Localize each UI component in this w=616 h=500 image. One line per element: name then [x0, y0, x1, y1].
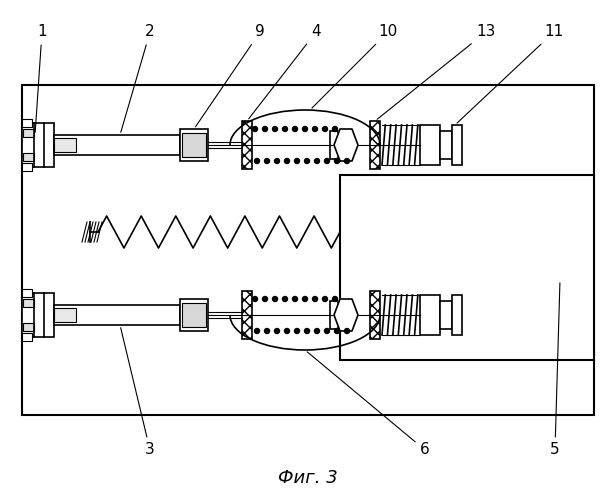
Circle shape: [304, 158, 309, 164]
Circle shape: [304, 328, 309, 334]
Text: Фиг. 3: Фиг. 3: [278, 469, 338, 487]
Bar: [54, 138, 76, 152]
Circle shape: [262, 126, 267, 132]
Bar: [23, 129, 34, 137]
Bar: [22, 163, 32, 171]
Bar: [22, 119, 32, 127]
Circle shape: [325, 328, 330, 334]
Text: 9: 9: [195, 24, 265, 127]
Bar: [242, 121, 252, 169]
Circle shape: [315, 328, 320, 334]
Bar: [180, 299, 208, 331]
Bar: [22, 293, 54, 337]
Circle shape: [262, 296, 267, 302]
Bar: [370, 291, 380, 339]
Circle shape: [293, 296, 298, 302]
Circle shape: [334, 328, 339, 334]
Text: 13: 13: [377, 24, 496, 120]
Circle shape: [283, 126, 288, 132]
Text: 11: 11: [457, 24, 564, 123]
Bar: [54, 305, 180, 325]
Circle shape: [344, 328, 349, 334]
Text: 2: 2: [121, 24, 155, 132]
Bar: [23, 323, 34, 331]
Circle shape: [254, 328, 259, 334]
Bar: [420, 125, 440, 165]
Circle shape: [294, 328, 299, 334]
Circle shape: [253, 296, 257, 302]
Bar: [330, 301, 338, 329]
Polygon shape: [334, 129, 358, 161]
Text: 1: 1: [35, 24, 47, 132]
Bar: [22, 123, 54, 167]
Circle shape: [254, 158, 259, 164]
Circle shape: [333, 126, 338, 132]
Circle shape: [272, 296, 277, 302]
Bar: [22, 333, 32, 341]
Text: 10: 10: [312, 24, 397, 108]
Text: 5: 5: [550, 283, 560, 458]
Bar: [23, 153, 34, 161]
Bar: [22, 289, 32, 297]
Circle shape: [272, 126, 277, 132]
Circle shape: [302, 126, 307, 132]
Circle shape: [285, 328, 290, 334]
Bar: [452, 125, 462, 165]
Circle shape: [283, 296, 288, 302]
Text: 6: 6: [307, 352, 430, 458]
Circle shape: [344, 158, 349, 164]
Bar: [23, 299, 34, 307]
Bar: [330, 131, 338, 159]
Bar: [420, 295, 440, 335]
Text: 4: 4: [249, 24, 321, 119]
Bar: [242, 291, 252, 339]
Bar: [340, 175, 594, 360]
Bar: [452, 295, 462, 335]
Text: 3: 3: [121, 328, 155, 458]
Circle shape: [312, 296, 317, 302]
Circle shape: [333, 296, 338, 302]
Circle shape: [315, 158, 320, 164]
Bar: [22, 85, 594, 415]
Circle shape: [285, 158, 290, 164]
Bar: [440, 131, 452, 159]
Bar: [54, 135, 180, 155]
Circle shape: [253, 126, 257, 132]
Circle shape: [334, 158, 339, 164]
Bar: [370, 121, 380, 169]
Circle shape: [275, 158, 280, 164]
Circle shape: [264, 328, 270, 334]
Circle shape: [323, 126, 328, 132]
Circle shape: [325, 158, 330, 164]
Circle shape: [294, 158, 299, 164]
Circle shape: [302, 296, 307, 302]
Circle shape: [323, 296, 328, 302]
Circle shape: [275, 328, 280, 334]
Circle shape: [312, 126, 317, 132]
Polygon shape: [334, 299, 358, 331]
Bar: [182, 303, 206, 327]
Bar: [180, 129, 208, 161]
Bar: [54, 308, 76, 322]
Circle shape: [264, 158, 270, 164]
Bar: [182, 133, 206, 157]
Circle shape: [293, 126, 298, 132]
Bar: [440, 301, 452, 329]
